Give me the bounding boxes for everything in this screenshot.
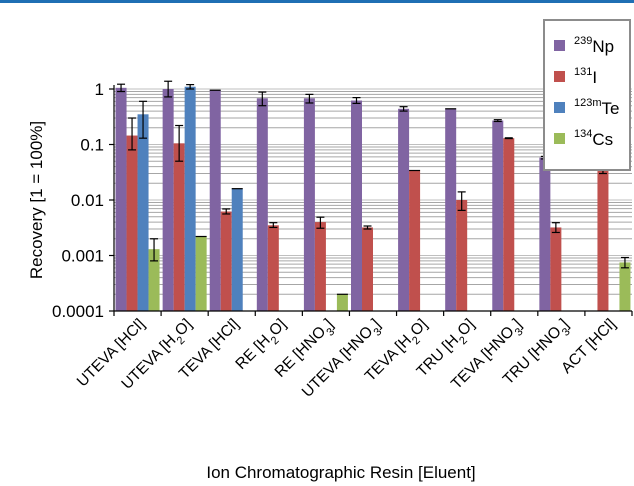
bar-i [267,225,279,311]
legend-label-cs: 134Cs [574,128,613,149]
bar-np [445,108,457,311]
legend-swatch-te [554,102,565,113]
bar-cs [336,294,348,311]
bar-i [550,227,562,311]
x-tick-label: TRU [HNO3] [500,316,576,392]
legend-swatch-i [554,71,565,82]
bar-np [398,108,410,311]
bar-te [231,188,243,311]
bar-i [173,143,185,311]
bar-i [362,227,373,311]
x-axis-title: Ion Chromatographic Resin [Eluent] [206,463,475,482]
bar-np [303,98,315,312]
bar-i [126,135,138,311]
y-tick-label: 0.0001 [52,302,104,321]
y-tick-label: 0.001 [61,247,104,266]
y-tick-label: 0.1 [80,136,104,155]
legend-swatch-np [554,40,565,51]
bar-np [256,98,268,312]
legend-label-np: 239Np [574,35,614,56]
bar-np [539,157,551,311]
bar-i [597,169,609,311]
bar-i [220,211,232,311]
bar-i [503,138,515,311]
bar-i [456,200,468,311]
legend-label-te: 123mTe [574,97,620,118]
bar-i [314,222,326,311]
y-tick-label: 1 [95,80,104,99]
bar-i [409,170,421,311]
top-rule [0,0,634,3]
bar-np [209,90,221,311]
y-tick-label: 0.01 [71,191,104,210]
bar-np [162,89,174,311]
bar-np [115,87,127,311]
bar-np [351,100,362,311]
bar-np [492,120,504,311]
bar-cs [619,262,631,311]
bar-te [184,86,196,312]
legend-box [543,19,631,171]
legend-label-i: 131I [574,66,597,87]
bar-te [137,114,149,311]
legend-swatch-cs [554,133,565,144]
bar-cs [195,236,207,311]
y-axis-title: Recovery [1 = 100%] [27,121,46,279]
bar-cs [148,249,160,311]
